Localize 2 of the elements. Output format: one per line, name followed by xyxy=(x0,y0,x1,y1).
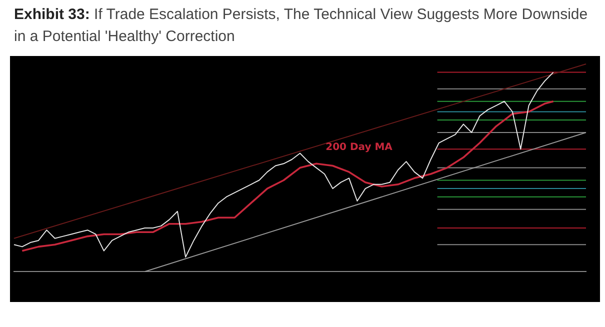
series-label: 200 Day MA xyxy=(326,142,393,153)
chart-title: Exhibit 33: If Trade Escalation Persists, The Technical View Suggests More Downside in a Potential 'Healthy' Correction xyxy=(14,5,589,47)
